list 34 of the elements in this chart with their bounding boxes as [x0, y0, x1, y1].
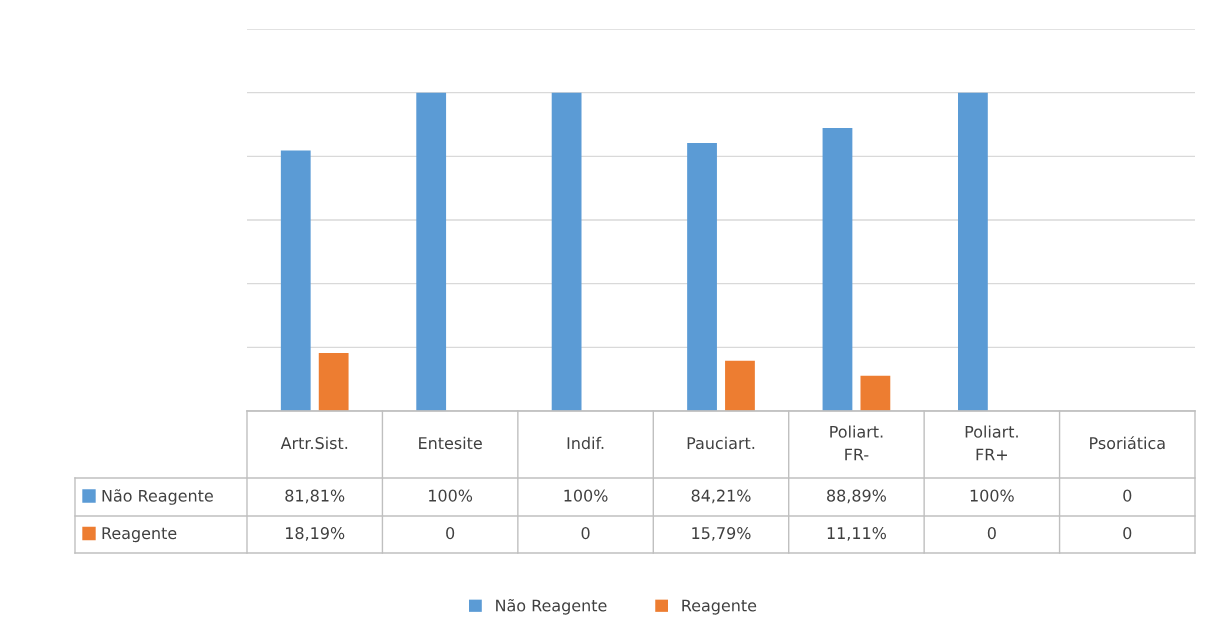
bar	[280, 150, 311, 411]
data-label: 0	[581, 527, 590, 540]
legend-label: Não Reagente	[102, 489, 213, 505]
legend-label: Reagente	[102, 527, 177, 543]
text: Não Reagente	[496, 598, 607, 615]
bar	[822, 128, 853, 411]
bar	[687, 142, 717, 411]
x-tick-label: Poliart. FR-	[830, 425, 883, 461]
bar	[551, 92, 582, 411]
x-tick-label: Entesite	[419, 436, 482, 450]
data-label: 11,11%	[827, 527, 886, 541]
bar	[958, 92, 988, 411]
data-label: 0	[1123, 489, 1132, 502]
x-tick-label: Psoriática	[1090, 436, 1165, 450]
x-tick-label: Poliart. FR+	[965, 425, 1018, 461]
data-label: 100%	[970, 489, 1014, 502]
x-tick-label: Indif.	[567, 436, 604, 450]
data-label: 0	[1123, 527, 1132, 540]
data-label: 81,81%	[285, 489, 345, 504]
x-tick-label: Pauciart.	[687, 436, 755, 450]
data-label: 0	[446, 527, 455, 540]
data-label: 0	[987, 527, 996, 540]
data-label: 84,21%	[691, 489, 751, 504]
bar	[318, 353, 349, 411]
bar	[416, 92, 447, 411]
data-label: 18,19%	[286, 527, 345, 541]
data-label: 88,89%	[827, 489, 886, 504]
bar	[725, 360, 755, 411]
x-tick-label: Artr.Sist.	[280, 436, 348, 450]
data-label: 100%	[429, 489, 473, 502]
text: Reagente	[682, 599, 757, 615]
bar	[860, 375, 891, 411]
data-label: 15,79%	[692, 527, 751, 541]
data-label: 100%	[564, 489, 608, 502]
